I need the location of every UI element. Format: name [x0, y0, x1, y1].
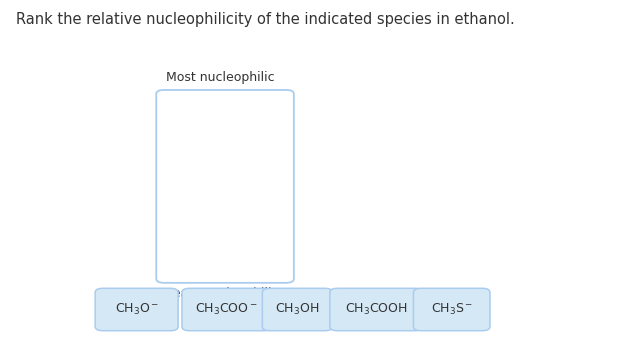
FancyBboxPatch shape: [95, 288, 178, 331]
Text: CH$_3$COO$^-$: CH$_3$COO$^-$: [195, 302, 258, 317]
FancyBboxPatch shape: [262, 288, 332, 331]
Text: CH$_3$S$^-$: CH$_3$S$^-$: [431, 302, 473, 317]
FancyBboxPatch shape: [182, 288, 271, 331]
Text: CH$_3$COOH: CH$_3$COOH: [345, 302, 408, 317]
FancyBboxPatch shape: [330, 288, 422, 331]
Text: CH$_3$O$^-$: CH$_3$O$^-$: [114, 302, 159, 317]
Text: Most nucleophilic: Most nucleophilic: [166, 71, 275, 84]
FancyBboxPatch shape: [413, 288, 490, 331]
Text: Rank the relative nucleophilicity of the indicated species in ethanol.: Rank the relative nucleophilicity of the…: [16, 12, 515, 27]
Text: CH$_3$OH: CH$_3$OH: [275, 302, 320, 317]
FancyBboxPatch shape: [156, 90, 294, 283]
Text: Least nucleophilic: Least nucleophilic: [166, 287, 278, 300]
